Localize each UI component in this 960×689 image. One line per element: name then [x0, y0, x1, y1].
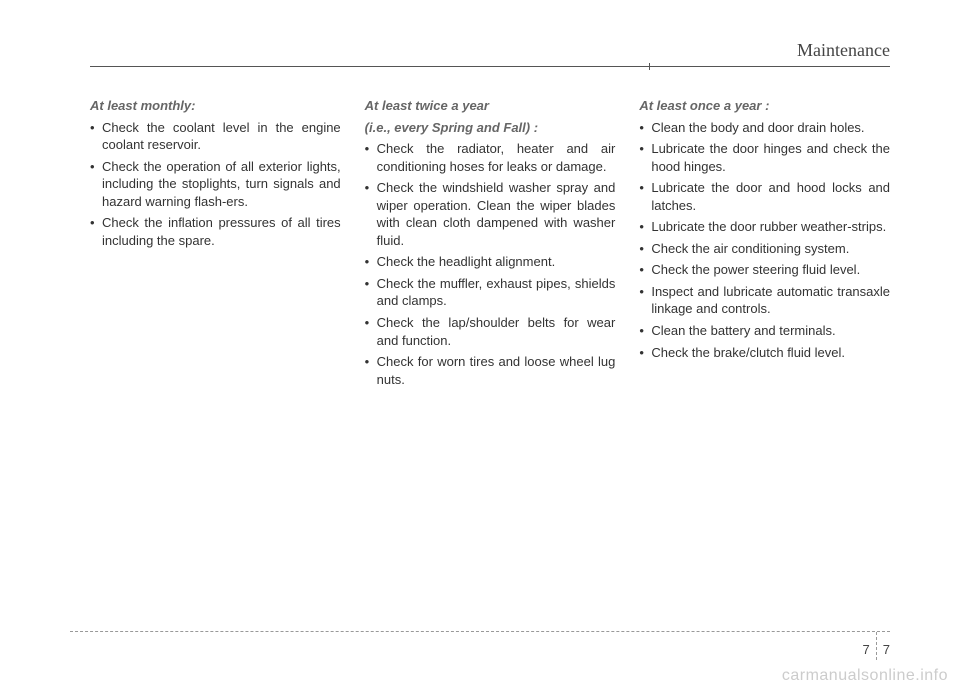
- list-item: Check for worn tires and loose wheel lug…: [365, 353, 616, 388]
- list-item: Lubricate the door and hood locks and la…: [639, 179, 890, 214]
- watermark-text: carmanualsonline.info: [782, 667, 948, 685]
- column-once-year: At least once a year : Clean the body an…: [639, 97, 890, 392]
- page-number-divider: [876, 632, 877, 660]
- section-title: Maintenance: [797, 40, 890, 60]
- once-year-list: Clean the body and door drain holes. Lub…: [639, 119, 890, 362]
- twice-year-title-2: (i.e., every Spring and Fall) :: [365, 119, 616, 137]
- page-number-right: 7: [883, 642, 890, 657]
- list-item: Clean the body and door drain holes.: [639, 119, 890, 137]
- list-item: Check the radiator, heater and air condi…: [365, 140, 616, 175]
- list-item: Check the coolant level in the engine co…: [90, 119, 341, 154]
- twice-year-title-1: At least twice a year: [365, 97, 616, 115]
- twice-year-list: Check the radiator, heater and air condi…: [365, 140, 616, 388]
- list-item: Lubricate the door hinges and check the …: [639, 140, 890, 175]
- list-item: Check the air conditioning system.: [639, 240, 890, 258]
- column-monthly: At least monthly: Check the coolant leve…: [90, 97, 341, 392]
- monthly-title: At least monthly:: [90, 97, 341, 115]
- content-columns: At least monthly: Check the coolant leve…: [90, 97, 890, 392]
- page-number: 7 7: [863, 638, 890, 660]
- list-item: Check the headlight alignment.: [365, 253, 616, 271]
- list-item: Check the operation of all exterior ligh…: [90, 158, 341, 211]
- list-item: Lubricate the door rubber weather-strips…: [639, 218, 890, 236]
- once-year-title: At least once a year :: [639, 97, 890, 115]
- list-item: Check the lap/shoulder belts for wear an…: [365, 314, 616, 349]
- list-item: Check the brake/clutch fluid level.: [639, 344, 890, 362]
- list-item: Inspect and lubricate automatic transaxl…: [639, 283, 890, 318]
- page-footer: 7 7: [70, 631, 890, 659]
- page-number-left: 7: [863, 642, 870, 657]
- monthly-list: Check the coolant level in the engine co…: [90, 119, 341, 250]
- list-item: Check the muffler, exhaust pipes, shield…: [365, 275, 616, 310]
- page-container: Maintenance At least monthly: Check the …: [0, 0, 960, 689]
- list-item: Check the windshield washer spray and wi…: [365, 179, 616, 249]
- list-item: Check the inflation pressures of all tir…: [90, 214, 341, 249]
- list-item: Clean the battery and terminals.: [639, 322, 890, 340]
- column-twice-year: At least twice a year (i.e., every Sprin…: [365, 97, 616, 392]
- page-header: Maintenance: [90, 40, 890, 67]
- header-rule: [90, 66, 890, 67]
- list-item: Check the power steering fluid level.: [639, 261, 890, 279]
